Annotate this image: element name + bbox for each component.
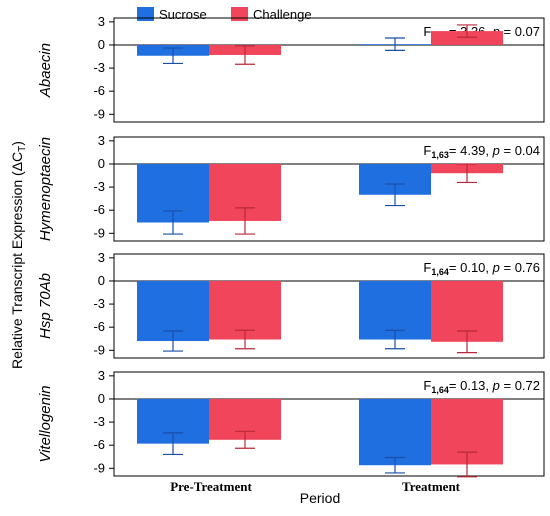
panel-hsp-70ab: 3 0 -3 -6 -9 Hsp 70Ab F1,64= 0.10, p = 0.76 (37, 250, 545, 359)
y-tick-label: 3 (98, 14, 105, 29)
y-tick-label: -9 (93, 460, 105, 475)
y-tick-label: 0 (98, 391, 105, 406)
gene-label-hsp-70ab: Hsp 70Ab (37, 273, 54, 339)
y-tick-label: 0 (98, 156, 105, 171)
y-tick-label: -6 (93, 83, 105, 98)
x-axis-title: Period (300, 490, 340, 506)
x-category-label: Treatment (402, 479, 461, 494)
legend-item-sucrose: Sucrose (137, 7, 207, 22)
bar-sucrose-treatment (359, 398, 431, 466)
panel-frame (113, 253, 545, 359)
y-tick-label: -3 (93, 60, 105, 75)
y-tick-label: -6 (93, 202, 105, 217)
y-tick-label: -3 (93, 414, 105, 429)
legend-item-challenge: Challenge (231, 7, 312, 22)
y-tick-label: -6 (93, 319, 105, 334)
panels: 30-3-6-9AbaecinF1,64= 3.36, p = 0.0730-3… (37, 14, 545, 478)
y-tick-label: 3 (98, 368, 105, 383)
stat-annotation: F1,64= 0.13, p = 0.72 (423, 378, 540, 395)
gene-label-hymenoptaecin: Hymenoptaecin (37, 137, 54, 241)
bar-challenge-treatment (431, 31, 503, 45)
y-tick-label: -3 (93, 179, 105, 194)
y-tick-label: -3 (93, 296, 105, 311)
y-tick-label: -6 (93, 437, 105, 452)
x-category-label: Pre-Treatment (170, 479, 252, 494)
legend-label-sucrose: Sucrose (159, 7, 207, 22)
legend: Sucrose Challenge (137, 7, 312, 22)
panel-frame (113, 136, 545, 242)
gene-label-vitellogenin: Vitellogenin (37, 385, 54, 462)
category-labels: Pre-Treatment Treatment (170, 479, 460, 494)
y-tick-label: 3 (98, 133, 105, 148)
legend-label-challenge: Challenge (253, 7, 312, 22)
stat-annotation: F1,64= 0.10, p = 0.76 (423, 260, 540, 277)
y-tick-label: 3 (98, 250, 105, 265)
legend-swatch-challenge (231, 7, 248, 21)
stat-annotation: F1,63= 4.39, p = 0.04 (423, 143, 540, 160)
panel-abaecin: 30-3-6-9AbaecinF1,64= 3.36, p = 0.07 (37, 14, 545, 123)
panel-frame (113, 371, 545, 477)
y-axis-title: Relative Transcript Expression (ΔCT) (9, 141, 28, 369)
gene-label-abaecin: Abaecin (37, 43, 54, 98)
y-tick-label: -9 (93, 225, 105, 240)
panel-vitellogenin: 3 0 -3 -6 -9 Vitellogenin F1,64= 0.13, p = 0.7… (37, 368, 545, 478)
panel-frame (113, 17, 545, 123)
panel-hymenoptaecin: 3 0 -3 -6 -9 Hymenoptaecin F1,63= 4.39, p = 0.… (37, 133, 545, 242)
y-tick-label: 0 (98, 37, 105, 52)
y-tick-label: -9 (93, 342, 105, 357)
legend-swatch-sucrose (137, 7, 154, 21)
y-tick-label: -9 (93, 106, 105, 121)
y-tick-label: 0 (98, 273, 105, 288)
